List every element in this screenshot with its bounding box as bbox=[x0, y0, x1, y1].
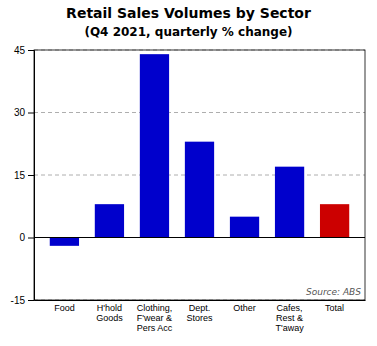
x-tick-label-line: Food bbox=[54, 303, 75, 313]
x-tick-label-line: Cafes, bbox=[277, 303, 303, 313]
plot-frame bbox=[34, 50, 365, 300]
y-tick-mark bbox=[28, 238, 34, 239]
subtitle: (Q4 2021, quarterly % change) bbox=[84, 25, 292, 39]
y-tick: 45 bbox=[14, 45, 34, 56]
bar bbox=[50, 238, 79, 246]
zero-line bbox=[34, 237, 365, 238]
x-tick: Food bbox=[54, 300, 75, 313]
annotation: Source: ABS bbox=[306, 287, 361, 297]
y-tick: 15 bbox=[14, 170, 34, 181]
x-axis-line bbox=[35, 300, 366, 301]
y-tick-label: 15 bbox=[14, 170, 26, 181]
y-tick: -15 bbox=[11, 295, 34, 306]
x-tick-label-line: Other bbox=[233, 303, 256, 313]
x-tick-label-line: Dept. bbox=[189, 303, 211, 313]
y-tick-label: 0 bbox=[19, 232, 25, 243]
bar bbox=[275, 167, 304, 238]
x-tick: Dept.Stores bbox=[186, 300, 213, 323]
x-tick: Clothing,F'wear &Pers Acc bbox=[137, 300, 173, 333]
y-tick-mark bbox=[28, 175, 34, 176]
zero-line bbox=[34, 237, 365, 238]
x-tick-label: H'holdGoods bbox=[96, 303, 123, 323]
y-tick-label: -15 bbox=[11, 295, 26, 306]
bar bbox=[320, 204, 349, 237]
bar bbox=[95, 204, 124, 237]
x-axis: Food H'holdGoods Clothing,F'wear &Pers Acc… bbox=[35, 300, 366, 333]
y-tick-mark bbox=[28, 50, 34, 51]
x-tick-label-line: Total bbox=[325, 303, 344, 313]
y-tick-label: 45 bbox=[14, 45, 26, 56]
x-tick-label: Cafes,Rest &T'away bbox=[275, 303, 304, 333]
x-tick-label-line: Rest & bbox=[276, 313, 303, 323]
y-tick: 30 bbox=[14, 107, 34, 118]
title: Retail Sales Volumes by Sector bbox=[66, 5, 311, 21]
x-tick-label: Clothing,F'wear &Pers Acc bbox=[137, 303, 173, 333]
y-tick-mark bbox=[28, 300, 34, 301]
y-tick: 0 bbox=[19, 232, 34, 243]
x-tick-label-line: T'away bbox=[275, 323, 304, 333]
x-tick-label-line: Clothing, bbox=[137, 303, 173, 313]
x-tick-label-line: H'hold bbox=[97, 303, 122, 313]
y-tick-label: 30 bbox=[14, 107, 26, 118]
chart-container: Retail Sales Volumes by Sector (Q4 2021, … bbox=[0, 0, 377, 346]
chart-svg: Retail Sales Volumes by Sector (Q4 2021, … bbox=[0, 0, 377, 346]
x-tick-label-line: Stores bbox=[186, 313, 213, 323]
x-tick: H'holdGoods bbox=[96, 300, 123, 323]
y-tick-mark bbox=[28, 113, 34, 114]
plot: -15 0 15 30 45 Food H'holdGoods Clothing,F'wear… bbox=[11, 45, 366, 333]
x-tick: Other bbox=[233, 300, 256, 313]
x-tick: Cafes,Rest &T'away bbox=[275, 300, 304, 333]
bar bbox=[140, 54, 169, 237]
grid bbox=[34, 50, 365, 300]
x-tick-label-line: F'wear & bbox=[137, 313, 172, 323]
x-tick-label-line: Pers Acc bbox=[137, 323, 173, 333]
y-axis: -15 0 15 30 45 bbox=[11, 45, 35, 306]
x-tick: Total bbox=[325, 300, 344, 313]
y-axis-line bbox=[28, 51, 35, 301]
bar bbox=[230, 217, 259, 238]
x-tick-label: Dept.Stores bbox=[186, 303, 213, 323]
bars bbox=[50, 54, 349, 246]
x-tick-label: Food bbox=[54, 303, 75, 313]
x-tick-label: Other bbox=[233, 303, 256, 313]
bar bbox=[185, 142, 214, 238]
x-tick-label: Total bbox=[325, 303, 344, 313]
grid-line bbox=[34, 112, 365, 113]
x-tick-label-line: Goods bbox=[96, 313, 123, 323]
